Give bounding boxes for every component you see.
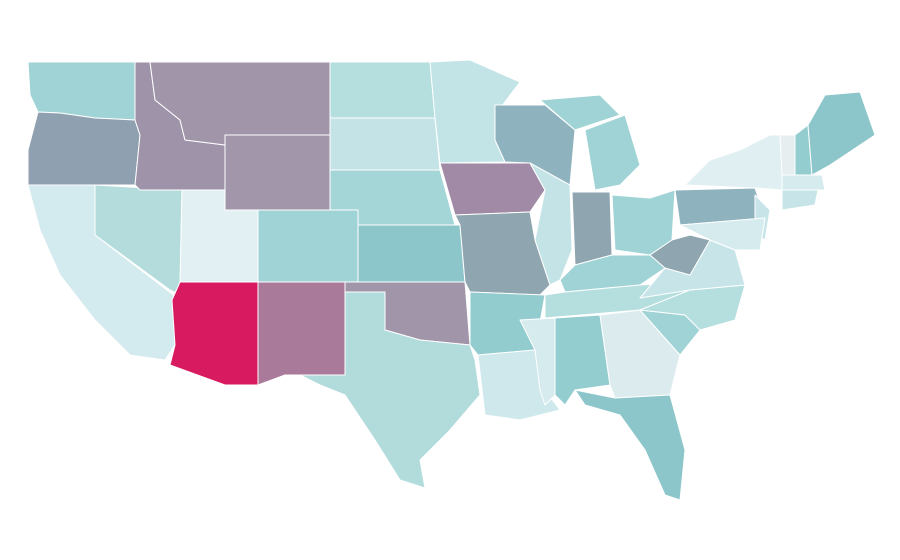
state-region bbox=[781, 189, 819, 211]
state-region bbox=[584, 114, 641, 191]
state-region bbox=[679, 217, 766, 251]
state-region bbox=[169, 281, 259, 386]
state-region bbox=[781, 174, 826, 191]
state-region bbox=[684, 134, 783, 191]
state-region bbox=[257, 281, 346, 386]
state-region bbox=[779, 134, 796, 176]
state-region bbox=[571, 191, 613, 266]
state-region bbox=[299, 291, 481, 489]
state-region bbox=[329, 61, 436, 119]
state-region bbox=[357, 224, 466, 283]
state-region bbox=[257, 209, 359, 283]
state-region bbox=[539, 94, 621, 131]
state-region bbox=[27, 111, 141, 186]
state-region bbox=[574, 389, 686, 501]
state-region bbox=[224, 134, 331, 211]
state-region bbox=[454, 211, 551, 296]
state-region bbox=[529, 162, 573, 286]
state-region bbox=[27, 61, 136, 121]
state-region bbox=[439, 162, 546, 216]
state-region bbox=[807, 91, 876, 176]
state-region bbox=[329, 117, 441, 171]
